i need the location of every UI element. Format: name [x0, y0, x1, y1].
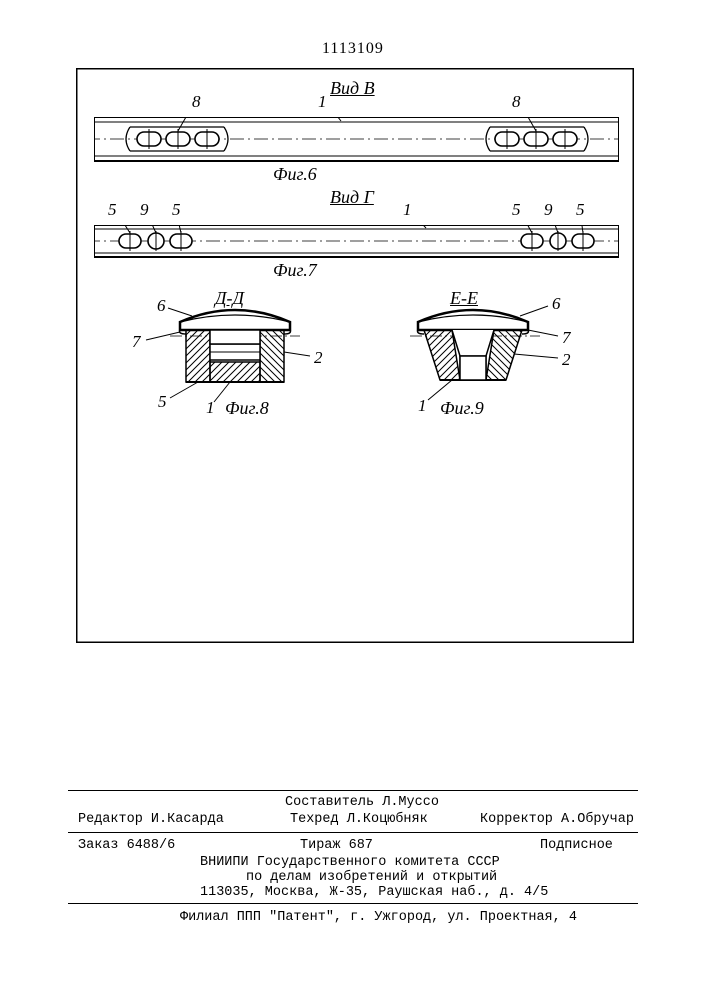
- fig7-label-5b: 5: [172, 200, 181, 220]
- compiler-label: Составитель: [285, 795, 374, 810]
- fig7-label-5c: 5: [512, 200, 521, 220]
- footer-podpisnoe: Подписное: [540, 838, 613, 853]
- fig7-label-5d: 5: [576, 200, 585, 220]
- caption-fig9: Фиг.9: [440, 398, 484, 419]
- fig7-label-1: 1: [403, 200, 412, 220]
- caption-fig7: Фиг.7: [273, 260, 317, 281]
- fig7-label-9b: 9: [544, 200, 553, 220]
- footer-editor: Редактор И.Касарда: [78, 812, 224, 827]
- footer-rule-3: [68, 903, 638, 904]
- footer-org2: по делам изобретений и открытий: [246, 870, 497, 885]
- fig8-label-7: 7: [132, 332, 141, 352]
- footer-techred: Техред Л.Коцюбняк: [290, 812, 428, 827]
- footer-corrector: Корректор А.Обручар: [480, 812, 634, 827]
- fig9-label-6: 6: [552, 294, 561, 314]
- caption-vid-v-text: Вид В: [330, 78, 375, 98]
- editor-name: И.Касарда: [151, 812, 224, 827]
- caption-vid-g-text: Вид Г: [330, 187, 374, 207]
- footer-org1: ВНИИПИ Государственного комитета СССР: [200, 855, 500, 870]
- fig8-label-5: 5: [158, 392, 167, 412]
- fig9-label-1: 1: [418, 396, 427, 416]
- footer-compiler: Составитель Л.Муссо: [285, 795, 439, 810]
- fig7-label-5a: 5: [108, 200, 117, 220]
- footer-tirazh: Тираж 687: [300, 838, 373, 853]
- fig7-label-9a: 9: [140, 200, 149, 220]
- fig9-label-7: 7: [562, 328, 571, 348]
- fig8-label-6: 6: [157, 296, 166, 316]
- corrector-label: Корректор: [480, 812, 553, 827]
- fig6-label-8-left: 8: [192, 92, 201, 112]
- fig8-label-2: 2: [314, 348, 323, 368]
- fig9-label-2: 2: [562, 350, 571, 370]
- editor-label: Редактор: [78, 812, 143, 827]
- fig6-label-1: 1: [318, 92, 327, 112]
- caption-vid-v: Вид В: [330, 78, 375, 99]
- techred-name: Л.Коцюбняк: [347, 812, 428, 827]
- footer-addr2: Филиал ППП "Патент", г. Ужгород, ул. Про…: [180, 910, 577, 925]
- caption-vid-g: Вид Г: [330, 187, 374, 208]
- footer-rule-2: [68, 832, 638, 833]
- footer-rule-1: [68, 790, 638, 791]
- caption-fig6: Фиг.6: [273, 164, 317, 185]
- document-number: 1113109: [322, 40, 384, 58]
- techred-label: Техред: [290, 812, 339, 827]
- footer-addr1: 113035, Москва, Ж-35, Раушская наб., д. …: [200, 885, 548, 900]
- corrector-name: А.Обручар: [561, 812, 634, 827]
- compiler-name: Л.Муссо: [382, 795, 439, 810]
- caption-fig8: Фиг.8: [225, 398, 269, 419]
- fig6-drawing: [94, 117, 619, 167]
- page: 1113109 Вид В: [0, 0, 707, 1000]
- fig6-label-8-right: 8: [512, 92, 521, 112]
- footer-order: Заказ 6488/6: [78, 838, 175, 853]
- fig8-label-1: 1: [206, 398, 215, 418]
- fig7-drawing: [94, 225, 619, 265]
